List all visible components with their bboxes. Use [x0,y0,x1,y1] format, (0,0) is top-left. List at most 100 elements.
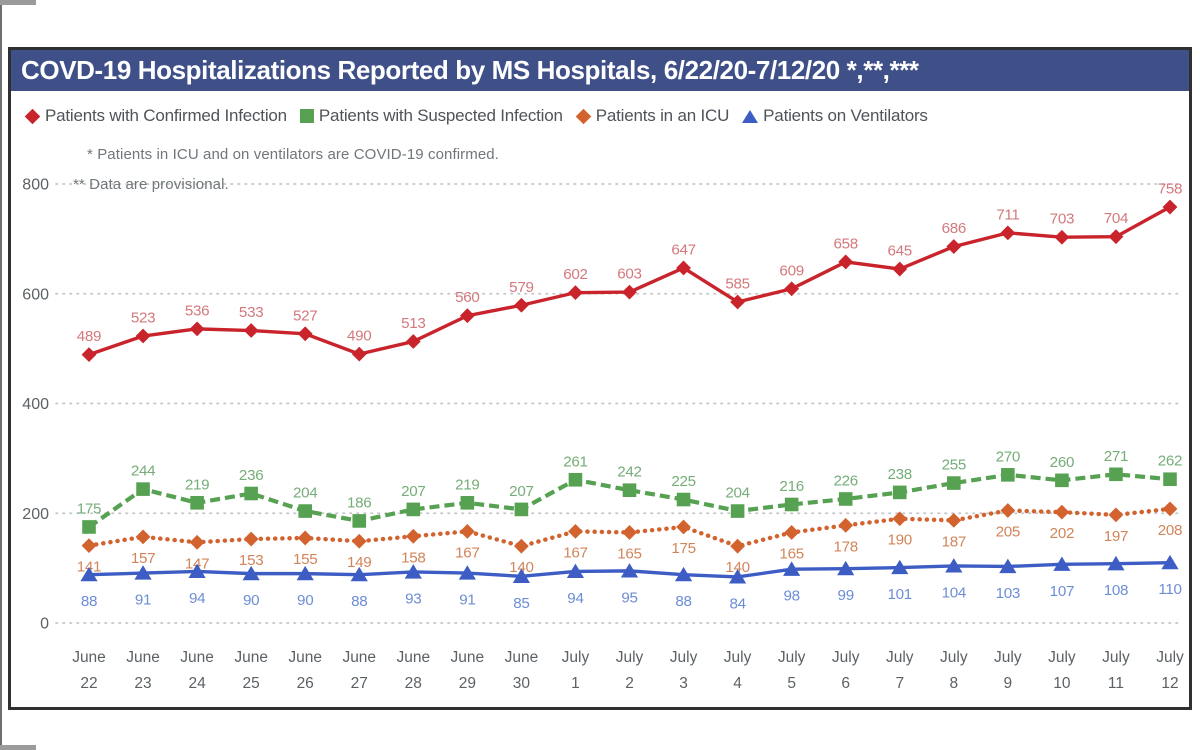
svg-text:175: 175 [77,500,101,517]
svg-text:July: July [616,649,644,666]
svg-text:238: 238 [888,466,912,483]
svg-text:June: June [72,649,106,666]
svg-text:560: 560 [455,289,479,306]
svg-text:22: 22 [80,675,97,692]
svg-text:207: 207 [509,483,533,500]
svg-text:270: 270 [996,448,1020,465]
svg-text:85: 85 [513,595,529,612]
chart-legend: Patients with Confirmed Infection Patien… [24,106,928,126]
svg-text:27: 27 [351,675,368,692]
svg-text:90: 90 [243,592,259,609]
svg-text:533: 533 [239,304,263,321]
svg-text:216: 216 [779,478,803,495]
svg-text:204: 204 [725,485,749,502]
svg-text:108: 108 [1104,582,1128,599]
svg-text:June: June [451,649,485,666]
svg-text:603: 603 [617,266,641,283]
svg-text:July: July [1156,649,1184,666]
svg-text:101: 101 [888,586,912,603]
svg-text:July: July [940,649,968,666]
svg-text:94: 94 [189,590,205,607]
svg-text:157: 157 [131,550,155,567]
svg-text:June: June [288,649,322,666]
svg-text:29: 29 [459,675,476,692]
svg-text:236: 236 [239,467,263,484]
blue-triangle-icon [742,109,759,123]
svg-text:July: July [724,649,752,666]
svg-text:242: 242 [617,464,641,481]
svg-text:9: 9 [1004,675,1013,692]
svg-text:645: 645 [888,243,912,260]
svg-text:167: 167 [563,544,587,561]
svg-text:June: June [126,649,160,666]
svg-text:261: 261 [563,453,587,470]
svg-text:204: 204 [293,485,317,502]
svg-text:186: 186 [347,494,371,511]
legend-item-icu: Patients in an ICU [575,106,729,126]
svg-text:90: 90 [297,592,313,609]
svg-text:10: 10 [1053,675,1071,692]
svg-text:94: 94 [567,590,583,607]
svg-text:June: June [396,649,430,666]
legend-item-suspected-infection: Patients with Suspected Infection [299,106,563,126]
svg-text:4: 4 [733,675,742,692]
svg-text:July: July [1048,649,1076,666]
svg-text:490: 490 [347,328,371,345]
svg-text:609: 609 [779,262,803,279]
legend-item-confirmed-infection: Patients with Confirmed Infection [24,106,287,126]
svg-text:602: 602 [563,266,587,283]
svg-text:95: 95 [621,589,637,606]
svg-text:110: 110 [1158,581,1181,598]
svg-text:July: July [562,649,590,666]
svg-text:July: July [832,649,860,666]
svg-text:149: 149 [347,554,371,571]
svg-text:658: 658 [833,235,857,252]
svg-text:88: 88 [351,593,367,610]
svg-text:165: 165 [779,545,803,562]
svg-text:0: 0 [40,616,49,633]
legend-label: Patients on Ventilators [763,106,928,125]
svg-text:225: 225 [671,473,695,490]
svg-text:255: 255 [942,457,966,474]
svg-text:8: 8 [949,675,958,692]
svg-text:28: 28 [405,675,422,692]
svg-text:1: 1 [571,675,580,692]
svg-text:800: 800 [22,177,49,194]
svg-text:5: 5 [787,675,796,692]
svg-text:158: 158 [401,549,425,566]
svg-text:June: June [505,649,539,666]
window-edge-artifact [0,0,2,750]
svg-text:24: 24 [188,675,206,692]
svg-text:June: June [234,649,268,666]
svg-text:226: 226 [833,472,857,489]
svg-text:585: 585 [725,275,749,292]
svg-text:11: 11 [1108,675,1124,692]
svg-text:187: 187 [942,533,966,550]
svg-text:July: July [994,649,1022,666]
svg-text:99: 99 [838,587,854,604]
scrollbar-artifact-top [0,0,36,5]
svg-text:84: 84 [729,595,745,612]
svg-text:400: 400 [22,396,49,413]
chart-title-bar: COVD-19 Hospitalizations Reported by MS … [11,50,1189,91]
svg-text:6: 6 [841,675,850,692]
svg-text:103: 103 [996,585,1020,602]
svg-text:88: 88 [675,593,691,610]
svg-text:23: 23 [134,675,151,692]
svg-text:202: 202 [1050,525,1074,542]
svg-text:686: 686 [942,220,966,237]
chart-frame: 0 200 400 600 800 June 22 June 23 June 24 June 25 Jun… [8,47,1192,710]
svg-text:155: 155 [293,551,317,568]
hospitalizations-line-chart: 0200400600800June22June23June24June25Jun… [22,177,1184,693]
legend-label: Patients with Suspected Infection [318,106,563,125]
svg-text:2: 2 [625,675,634,692]
svg-text:205: 205 [996,524,1020,541]
svg-text:178: 178 [833,538,857,555]
svg-text:30: 30 [513,675,531,692]
svg-text:153: 153 [239,552,263,569]
svg-text:260: 260 [1050,454,1074,471]
svg-text:July: July [886,649,914,666]
svg-text:25: 25 [243,675,260,692]
svg-text:7: 7 [895,675,904,692]
svg-text:26: 26 [297,675,314,692]
